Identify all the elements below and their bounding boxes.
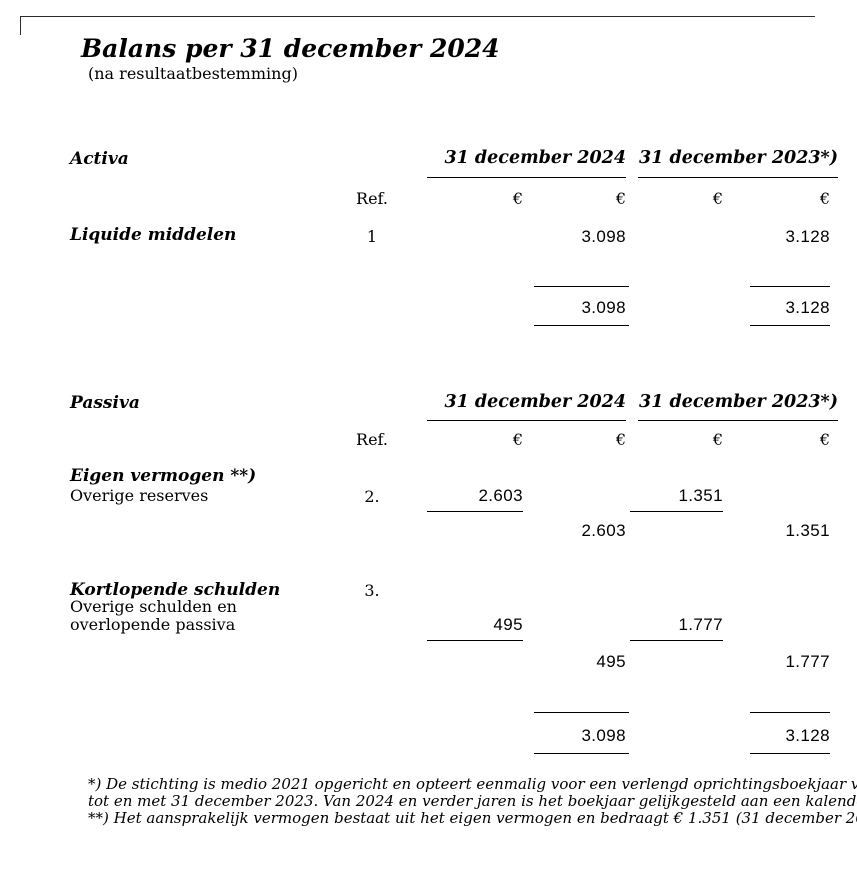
total-topline-activa-2023 xyxy=(750,286,830,287)
total-bottomline-passiva-2024 xyxy=(534,753,629,754)
column-header-2024-passiva: 31 december 2024 xyxy=(444,392,626,412)
header-underline-2024-passiva xyxy=(427,420,626,421)
total-bottomline-activa-2024 xyxy=(534,325,629,326)
total-passiva-2024: 3.098 xyxy=(581,726,626,745)
column-header-2023-passiva: 31 december 2023*) xyxy=(639,392,838,412)
row-ref-overige-reserves: 2. xyxy=(364,487,380,506)
group-heading-kortlopende-schulden: Kortlopende schulden xyxy=(70,580,281,600)
value-overige-schulden-2024: 495 xyxy=(493,615,523,634)
euro-symbol: € xyxy=(712,430,723,449)
footnote-line-1: *) De stichting is medio 2021 opgericht … xyxy=(88,775,857,793)
value-overige-reserves-2023: 1.351 xyxy=(678,486,723,505)
euro-symbol: € xyxy=(712,189,723,208)
euro-symbol: € xyxy=(819,430,830,449)
euro-symbol: € xyxy=(819,189,830,208)
ref-column-header-activa: Ref. xyxy=(356,189,388,208)
row-ref-liquide-middelen: 1 xyxy=(366,227,378,246)
value-liquide-2024: 3.098 xyxy=(581,227,626,246)
footnotes-block: *) De stichting is medio 2021 opgericht … xyxy=(88,776,857,827)
total-activa-2023: 3.128 xyxy=(785,298,830,317)
total-topline-passiva-2023 xyxy=(750,712,830,713)
total-bottomline-passiva-2023 xyxy=(750,753,830,754)
subtotal-line-ev-2024 xyxy=(427,511,523,512)
section-label-activa: Activa xyxy=(70,149,129,169)
footnote-line-3: **) Het aansprakelijk vermogen bestaat u… xyxy=(88,809,857,827)
ref-column-header-passiva: Ref. xyxy=(356,430,388,449)
row-label-overige-reserves: Overige reserves xyxy=(70,486,209,505)
column-header-2023-activa: 31 december 2023*) xyxy=(639,148,838,168)
subtotal-kortlopende-schulden-2024: 495 xyxy=(596,652,626,671)
page-title: Balans per 31 december 2024 xyxy=(81,34,500,63)
value-liquide-2023: 3.128 xyxy=(785,227,830,246)
subtotal-line-ks-2023 xyxy=(630,640,723,641)
value-overige-schulden-2023: 1.777 xyxy=(678,615,723,634)
total-topline-activa-2024 xyxy=(534,286,629,287)
row-label-overige-schulden: Overige schulden en overlopende passiva xyxy=(70,597,237,634)
euro-symbol: € xyxy=(512,189,523,208)
page-subtitle: (na resultaatbestemming) xyxy=(88,64,298,83)
group-heading-eigen-vermogen: Eigen vermogen **) xyxy=(70,466,257,486)
row-label-liquide-middelen: Liquide middelen xyxy=(70,225,237,245)
header-underline-2024-activa xyxy=(427,177,626,178)
euro-symbol: € xyxy=(512,430,523,449)
page-corner-tick xyxy=(20,16,21,35)
total-topline-passiva-2024 xyxy=(534,712,629,713)
column-header-2024-activa: 31 december 2024 xyxy=(444,148,626,168)
euro-symbol: € xyxy=(615,430,626,449)
total-passiva-2023: 3.128 xyxy=(785,726,830,745)
header-underline-2023-activa xyxy=(638,177,838,178)
value-overige-reserves-2024: 2.603 xyxy=(478,486,523,505)
section-label-passiva: Passiva xyxy=(70,393,140,413)
total-activa-2024: 3.098 xyxy=(581,298,626,317)
subtotal-eigen-vermogen-2023: 1.351 xyxy=(785,521,830,540)
row-ref-kortlopende-schulden: 3. xyxy=(364,581,380,600)
footnote-line-2: tot en met 31 december 2023. Van 2024 en… xyxy=(88,792,857,810)
header-underline-2023-passiva xyxy=(638,420,838,421)
subtotal-kortlopende-schulden-2023: 1.777 xyxy=(785,652,830,671)
total-bottomline-activa-2023 xyxy=(750,325,830,326)
page-top-border-line xyxy=(20,16,815,17)
subtotal-line-ev-2023 xyxy=(630,511,723,512)
subtotal-eigen-vermogen-2024: 2.603 xyxy=(581,521,626,540)
subtotal-line-ks-2024 xyxy=(427,640,523,641)
euro-symbol: € xyxy=(615,189,626,208)
